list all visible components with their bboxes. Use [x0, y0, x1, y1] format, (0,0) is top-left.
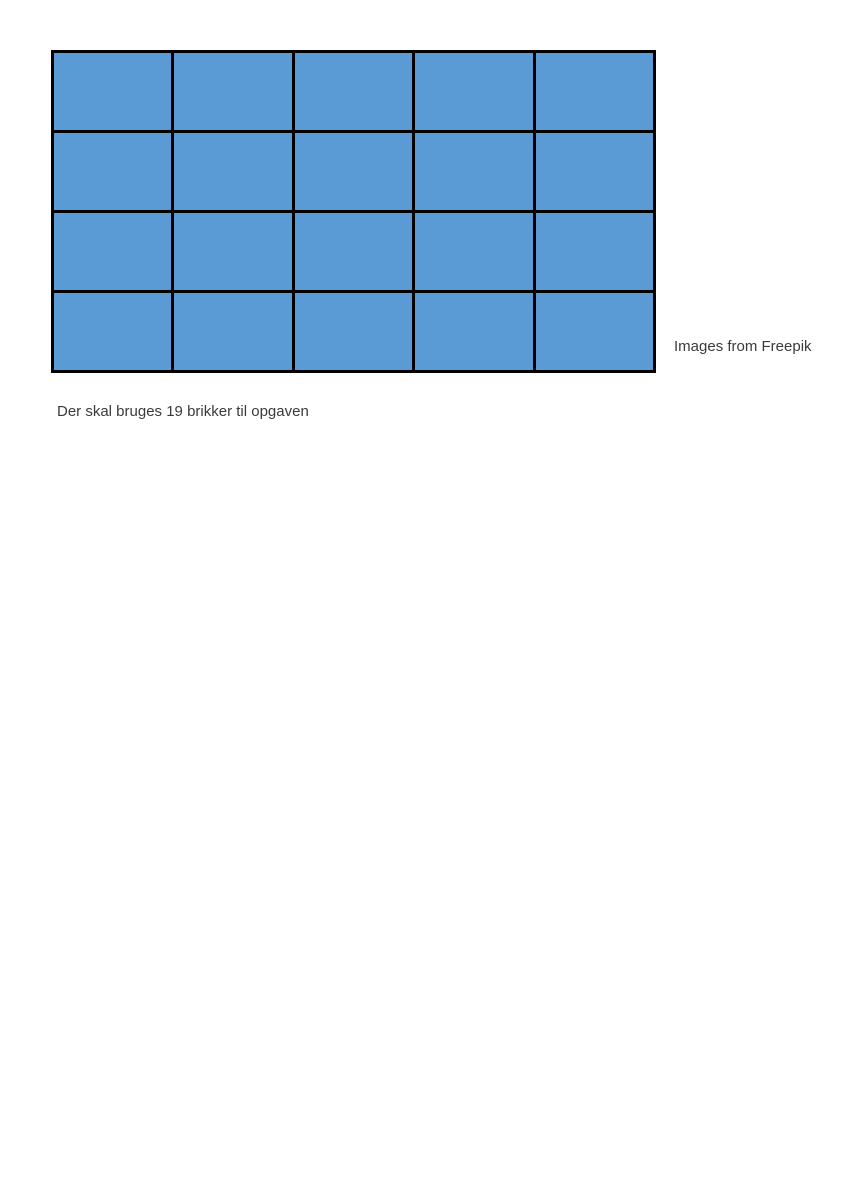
grid-cell [174, 213, 292, 290]
grid-cell [415, 133, 533, 210]
image-credit-text: Images from Freepik [674, 338, 812, 355]
grid-cell [294, 213, 413, 290]
grid-cell [535, 133, 653, 210]
grid-cell [415, 53, 533, 130]
grid-cell [54, 213, 172, 290]
grid-cell [294, 53, 413, 130]
grid-cell [54, 293, 172, 370]
grid-cell [54, 53, 172, 130]
grid-cell [535, 293, 653, 370]
grid-cell [415, 213, 533, 290]
grid-cell [535, 53, 653, 130]
grid-cell [174, 53, 292, 130]
brick-grid [51, 50, 656, 373]
grid-cell [54, 133, 172, 210]
grid-cell [294, 133, 413, 210]
instruction-text: Der skal bruges 19 brikker til opgaven [57, 403, 309, 420]
grid-cell [174, 293, 292, 370]
grid-cell [535, 213, 653, 290]
grid-cell [294, 293, 413, 370]
grid-cell [415, 293, 533, 370]
grid-cell [174, 133, 292, 210]
